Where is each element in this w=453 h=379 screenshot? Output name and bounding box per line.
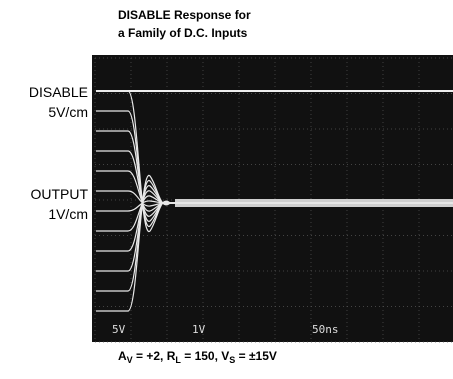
screen-label: 1V xyxy=(192,323,206,336)
screen-label: 5V xyxy=(112,323,126,336)
title-line: DISABLE Response for xyxy=(118,8,251,22)
caption-part: = +2, R xyxy=(133,349,176,363)
caption: AV = +2, RL = 150, VS = ±15V xyxy=(118,349,277,365)
caption-part: = ±15V xyxy=(235,349,277,363)
screen-label: 50ns xyxy=(312,323,339,336)
caption-part: A xyxy=(118,349,127,363)
output-trace xyxy=(96,175,453,312)
side-label: 5V/cm xyxy=(48,104,88,120)
side-label: OUTPUT xyxy=(30,186,88,202)
side-label: 1V/cm xyxy=(48,206,88,222)
scope-screen xyxy=(92,55,453,342)
title-line: a Family of D.C. Inputs xyxy=(118,26,248,40)
caption-sub: L xyxy=(175,355,181,365)
side-label: DISABLE xyxy=(29,84,88,100)
caption-sub: S xyxy=(229,355,235,365)
caption-part: = 150, V xyxy=(181,349,229,363)
caption-sub: V xyxy=(127,355,133,365)
traces xyxy=(96,90,453,312)
